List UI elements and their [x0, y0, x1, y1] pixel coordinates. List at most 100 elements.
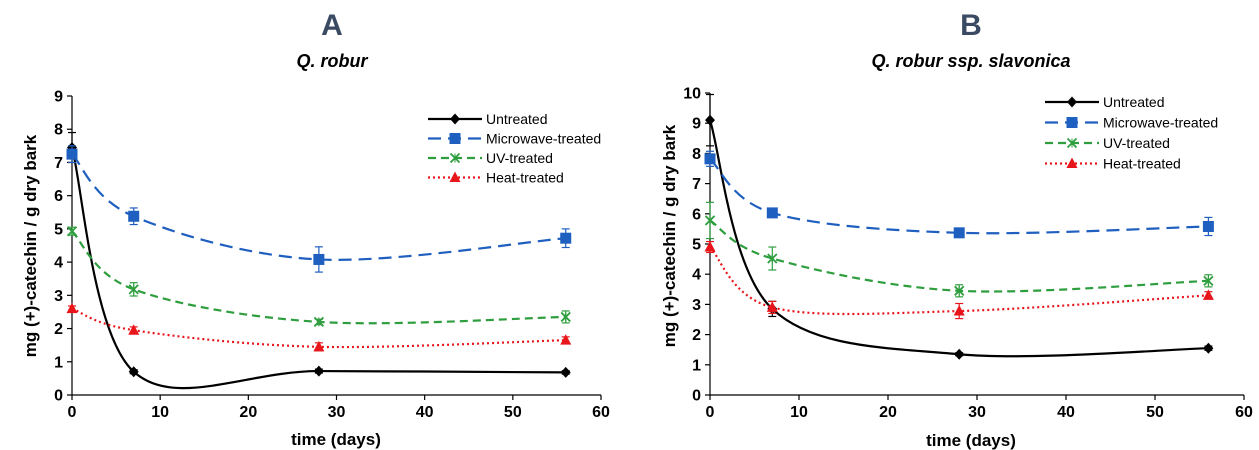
x-axis-label: time (days): [291, 430, 381, 449]
legend-label: Untreated: [1103, 94, 1164, 110]
legend-entry: UV-treated: [1045, 135, 1170, 151]
y-axis-label: mg (+)-catechin / g dry bark: [21, 134, 40, 357]
data-point-marker: [704, 215, 716, 226]
chart-title: Q. robur: [297, 51, 369, 71]
data-point-marker: [953, 227, 965, 239]
chart-title: Q. robur ssp. slavonica: [871, 51, 1070, 71]
y-tick-label: 4: [692, 267, 701, 284]
data-point-marker: [449, 171, 461, 182]
x-tick-label: 60: [1235, 404, 1253, 421]
y-tick-label: 10: [683, 86, 701, 103]
series-line: [709, 219, 1209, 293]
data-point-marker: [313, 340, 325, 352]
y-tick-label: 5: [54, 221, 63, 238]
y-tick-label: 9: [692, 116, 701, 133]
y-tick-label: 6: [692, 206, 701, 223]
data-point-marker: [1066, 157, 1078, 168]
y-tick-label: 7: [692, 176, 701, 193]
series-uv-treated: [66, 226, 571, 328]
x-axis-label: time (days): [926, 431, 1016, 450]
x-tick-label: 0: [68, 404, 77, 421]
data-point-marker: [766, 301, 778, 312]
data-point-marker: [128, 366, 139, 378]
chart-panel-b: B Q. robur ssp. slavonica time (days) mg…: [660, 9, 1253, 450]
chart-panel-a: A Q. robur time (days) mg (+)-catechin /…: [21, 9, 610, 449]
y-tick-label: 9: [54, 89, 63, 106]
legend-entry: Heat-treated: [428, 170, 564, 186]
x-tick-label: 50: [1146, 404, 1164, 421]
data-point-marker: [1202, 289, 1214, 300]
series-heat-treated: [66, 302, 572, 352]
series-line: [709, 246, 1209, 316]
x-tick-label: 20: [239, 404, 257, 421]
data-point-marker: [704, 241, 716, 252]
legend-entry: UV-treated: [428, 150, 553, 166]
data-point-marker: [560, 334, 572, 345]
data-point-marker: [704, 153, 716, 165]
panel-letter: B: [960, 9, 982, 42]
data-point-marker: [953, 305, 965, 316]
x-tick-label: 20: [879, 404, 897, 421]
data-point-marker: [66, 302, 78, 314]
data-point-marker: [128, 324, 140, 335]
series-line: [709, 158, 1209, 235]
data-point-marker: [1202, 220, 1214, 232]
data-point-marker: [560, 232, 572, 244]
y-tick-label: 8: [692, 146, 701, 163]
data-point-marker: [449, 133, 461, 144]
x-tick-label: 50: [504, 404, 522, 421]
data-point-marker: [1066, 137, 1078, 149]
legend-label: Microwave-treated: [1103, 115, 1218, 131]
y-tick-label: 3: [54, 288, 63, 305]
x-tick-label: 60: [592, 404, 610, 421]
legend-label: Untreated: [486, 111, 547, 127]
y-tick-label: 8: [54, 122, 63, 139]
y-tick-label: 4: [54, 255, 63, 272]
data-point-marker: [767, 253, 778, 264]
data-point-marker: [313, 365, 324, 377]
legend-label: Microwave-treated: [486, 131, 601, 147]
data-point-marker: [1066, 117, 1078, 128]
data-point-marker: [128, 284, 139, 295]
y-tick-label: 7: [54, 155, 63, 172]
x-tick-label: 40: [1057, 404, 1075, 421]
legend-label: UV-treated: [486, 150, 553, 166]
data-point-marker: [128, 210, 140, 222]
y-tick-label: 2: [692, 327, 701, 344]
y-tick-label: 0: [54, 388, 63, 405]
data-point-marker: [450, 113, 460, 125]
data-point-marker: [313, 253, 325, 265]
legend-entry: Heat-treated: [1045, 156, 1181, 172]
y-tick-label: 5: [692, 237, 701, 254]
y-tick-label: 2: [54, 321, 63, 338]
x-tick-label: 40: [416, 404, 434, 421]
series-uv-treated: [704, 201, 1214, 298]
data-point-marker: [66, 148, 78, 160]
data-point-marker: [560, 366, 571, 378]
series-line: [71, 153, 566, 261]
y-tick-label: 1: [54, 354, 63, 371]
x-tick-label: 10: [151, 404, 169, 421]
series-microwave-treated: [66, 145, 572, 273]
data-point-marker: [705, 114, 715, 126]
series-heat-treated: [704, 240, 1214, 320]
legend-entry: Microwave-treated: [428, 131, 601, 147]
legend-entry: Untreated: [428, 111, 547, 127]
x-tick-label: 10: [790, 404, 808, 421]
data-point-marker: [954, 348, 965, 360]
data-point-marker: [954, 285, 965, 296]
data-point-marker: [766, 207, 778, 219]
legend-label: Heat-treated: [486, 170, 564, 186]
series-microwave-treated: [704, 150, 1214, 239]
x-tick-label: 30: [328, 404, 346, 421]
legend-entry: Microwave-treated: [1045, 115, 1218, 131]
legend-label: UV-treated: [1103, 135, 1170, 151]
data-point-marker: [560, 311, 571, 323]
y-tick-label: 1: [692, 357, 701, 374]
data-point-marker: [66, 226, 78, 237]
legend-label: Heat-treated: [1103, 156, 1181, 172]
series-line: [71, 230, 566, 325]
x-tick-label: 0: [706, 404, 715, 421]
data-point-marker: [1203, 342, 1214, 354]
